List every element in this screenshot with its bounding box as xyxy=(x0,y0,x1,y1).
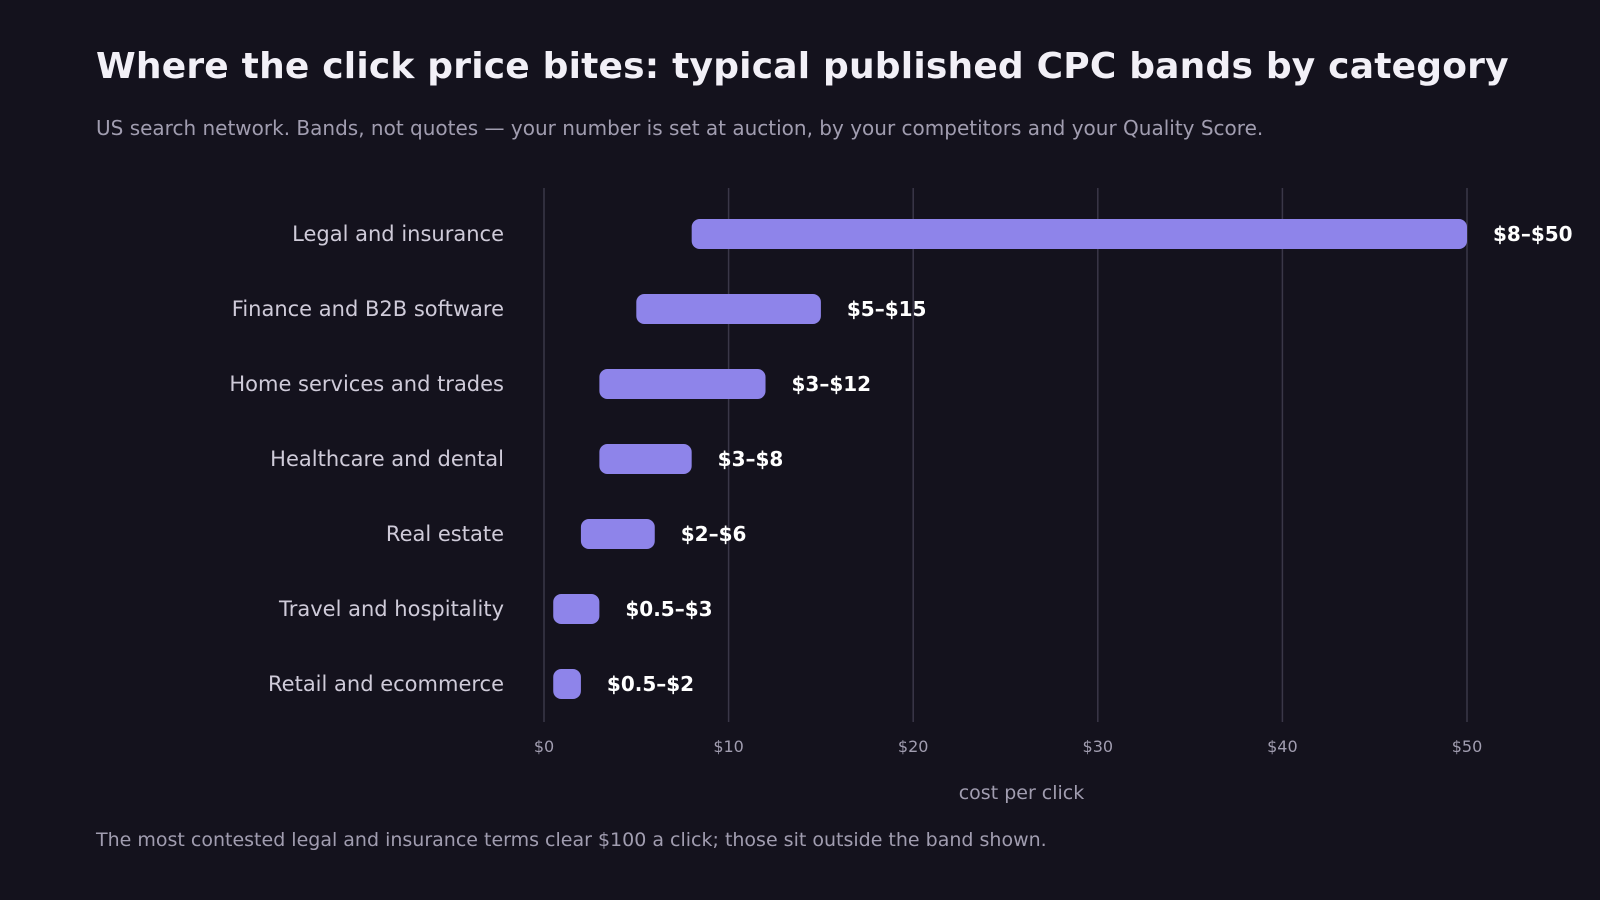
range-value-label: $5–$15 xyxy=(847,297,927,321)
range-bar xyxy=(553,594,600,624)
category-label: Travel and hospitality xyxy=(278,597,504,621)
range-bar xyxy=(580,519,655,549)
range-bar xyxy=(691,219,1467,249)
x-tick-label: $50 xyxy=(1452,737,1483,756)
range-bar xyxy=(636,294,821,324)
x-tick-label: $30 xyxy=(1083,737,1114,756)
category-label: Finance and B2B software xyxy=(232,297,504,321)
range-bar xyxy=(599,369,766,399)
range-value-label: $8–$50 xyxy=(1493,222,1573,246)
x-tick-label: $40 xyxy=(1267,737,1298,756)
x-tick-label: $10 xyxy=(713,737,744,756)
chart-subtitle: US search network. Bands, not quotes — y… xyxy=(96,116,1264,140)
range-value-label: $0.5–$3 xyxy=(625,597,712,621)
footnote: The most contested legal and insurance t… xyxy=(96,829,1047,851)
grid-lines xyxy=(543,188,1468,722)
x-tick-label: $0 xyxy=(534,737,554,756)
category-label: Home services and trades xyxy=(229,372,504,396)
range-bars xyxy=(553,219,1467,699)
category-label: Healthcare and dental xyxy=(270,447,504,471)
range-value-label: $3–$8 xyxy=(718,447,784,471)
range-bar xyxy=(553,669,581,699)
range-value-label: $0.5–$2 xyxy=(607,672,694,696)
chart-labels: $0 $10 $20 $30 $40 $50 Legal and insurance $8–$… xyxy=(229,222,1572,756)
category-label: Real estate xyxy=(386,522,504,546)
range-value-label: $3–$12 xyxy=(792,372,872,396)
category-label: Retail and ecommerce xyxy=(268,672,504,696)
x-tick-label: $20 xyxy=(898,737,929,756)
x-axis-label: cost per click xyxy=(959,782,1085,804)
range-value-label: $2–$6 xyxy=(681,522,747,546)
category-label: Legal and insurance xyxy=(292,222,504,246)
range-bar xyxy=(599,444,692,474)
chart-title: Where the click price bites: typical pub… xyxy=(96,46,1509,87)
